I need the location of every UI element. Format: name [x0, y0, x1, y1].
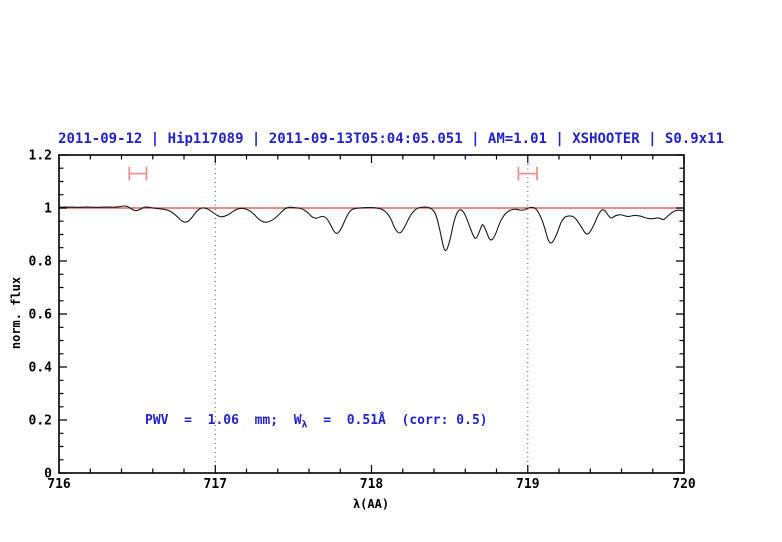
pwv-annotation-part2: = 0.51Å (corr: 0.5) [307, 413, 488, 428]
y-tick-label: 1.2 [29, 149, 52, 164]
pwv-annotation-part1: PWV = 1.06 mm; W [145, 413, 302, 428]
y-tick-label: 1 [44, 202, 52, 217]
pwv-annotation: PWV = 1.06 mm; Wλ = 0.51Å (corr: 0.5) [145, 413, 488, 431]
x-tick-label: 718 [360, 477, 384, 492]
x-tick-label: 717 [204, 477, 227, 492]
y-tick-label: 0.6 [29, 308, 53, 323]
y-tick-label: 0.8 [29, 255, 53, 270]
y-tick-label: 0.2 [29, 414, 52, 429]
pwv-band-marker [517, 166, 538, 181]
plot-title: 2011-09-12 | Hip117089 | 2011-09-13T05:0… [58, 131, 724, 147]
x-tick-label: 716 [47, 477, 71, 492]
x-axis-label: λ(AA) [352, 497, 390, 511]
spectrum-line [58, 205, 685, 252]
pwv-band-marker [128, 166, 148, 181]
lambda-subscript: λ [301, 419, 308, 431]
y-tick-label: 0 [44, 467, 52, 482]
y-axis-label: norm. flux [9, 276, 23, 350]
x-tick-label: 719 [516, 477, 539, 492]
y-tick-label: 0.4 [29, 361, 53, 376]
x-tick-label: 720 [672, 477, 696, 492]
